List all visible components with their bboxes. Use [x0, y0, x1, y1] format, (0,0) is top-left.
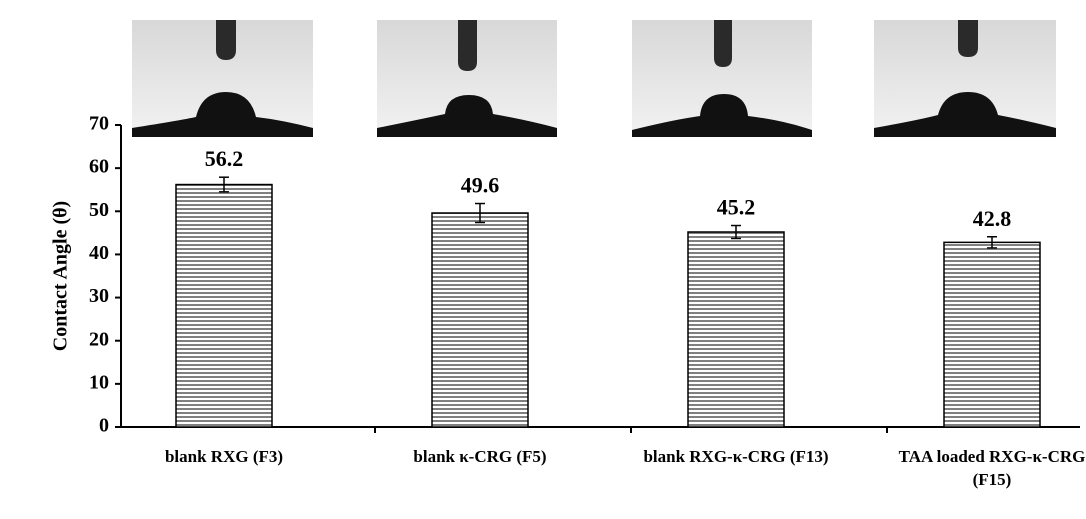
- y-tick-label: 60: [89, 156, 109, 178]
- droplet-image: [632, 20, 812, 137]
- droplet-images: [132, 20, 1056, 137]
- y-tick-label: 40: [89, 242, 109, 264]
- bar: [944, 242, 1040, 427]
- y-tick-label: 30: [89, 285, 109, 307]
- value-label: 49.6: [461, 173, 500, 198]
- droplet-image: [132, 20, 313, 137]
- y-tick-label: 20: [89, 328, 109, 350]
- x-tick-label: blank RXG (F3): [129, 445, 319, 468]
- y-axis-title: Contact Angle (θ): [50, 201, 72, 351]
- droplet-image: [377, 20, 557, 137]
- y-tick-label: 0: [99, 415, 109, 437]
- y-tick-label: 70: [89, 113, 109, 135]
- y-tick-label: 10: [89, 371, 109, 393]
- bar: [176, 185, 272, 427]
- droplet-image: [874, 20, 1056, 137]
- y-tick-label: 50: [89, 199, 109, 221]
- chart: Contact Angle (θ) 0 10 20 30 40 50 60 70 56.2 49.…: [0, 0, 1086, 519]
- bar: [432, 213, 528, 427]
- x-tick-label: blank RXG-κ-CRG (F13): [641, 445, 831, 468]
- value-label: 42.8: [973, 206, 1012, 231]
- value-label: 56.2: [205, 146, 244, 171]
- bar: [688, 232, 784, 427]
- chart-page: Contact Angle (θ) 0 10 20 30 40 50 60 70 56.2 49.…: [0, 0, 1086, 519]
- x-tick-label: blank κ-CRG (F5): [385, 445, 575, 468]
- value-label: 45.2: [717, 195, 756, 220]
- x-tick-label: TAA loaded RXG-κ-CRG (F15): [897, 445, 1086, 491]
